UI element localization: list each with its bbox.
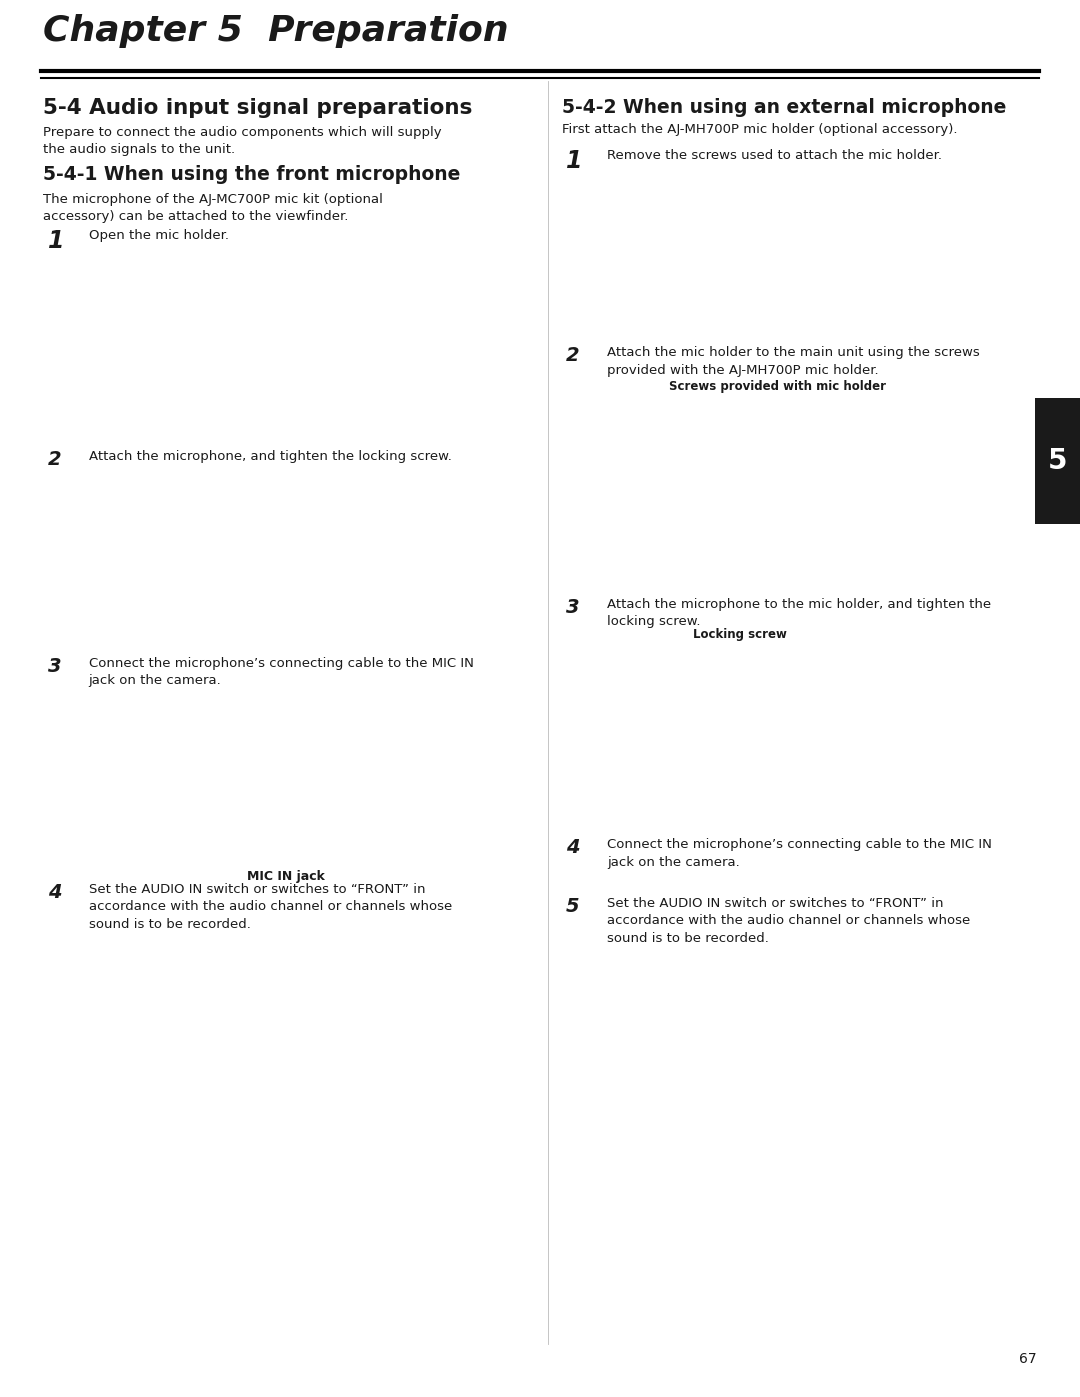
Text: 3: 3 [48,657,62,676]
Text: Set the AUDIO IN switch or switches to “FRONT” in
accordance with the audio chan: Set the AUDIO IN switch or switches to “… [89,883,451,930]
Text: Remove the screws used to attach the mic holder.: Remove the screws used to attach the mic… [607,149,942,162]
Text: 5-4-1 When using the front microphone: 5-4-1 When using the front microphone [43,165,460,184]
Text: 1: 1 [566,149,582,173]
Bar [1035,398,1080,524]
Text: MIC IN jack: MIC IN jack [247,870,325,883]
Text: Attach the microphone to the mic holder, and tighten the
locking screw.: Attach the microphone to the mic holder,… [607,598,991,629]
Text: 5-4 Audio input signal preparations: 5-4 Audio input signal preparations [43,98,473,117]
Text: Attach the microphone, and tighten the locking screw.: Attach the microphone, and tighten the l… [89,450,451,462]
Text: 4: 4 [566,838,580,858]
Text: Chapter 5  Preparation: Chapter 5 Preparation [43,14,509,49]
Text: 67: 67 [1020,1352,1037,1366]
Text: 1: 1 [48,229,64,253]
Text: 5: 5 [1048,447,1067,475]
Text: Attach the mic holder to the main unit using the screws
provided with the AJ-MH7: Attach the mic holder to the main unit u… [607,346,980,377]
Text: Set the AUDIO IN switch or switches to “FRONT” in
accordance with the audio chan: Set the AUDIO IN switch or switches to “… [607,897,970,944]
Text: Screws provided with mic holder: Screws provided with mic holder [670,380,886,393]
Text: The microphone of the AJ-MC700P mic kit (optional
accessory) can be attached to : The microphone of the AJ-MC700P mic kit … [43,193,383,224]
Text: 3: 3 [566,598,580,617]
Text: 2: 2 [48,450,62,469]
Text: 5: 5 [566,897,580,916]
Text: Connect the microphone’s connecting cable to the MIC IN
jack on the camera.: Connect the microphone’s connecting cabl… [89,657,473,687]
Text: First attach the AJ-MH700P mic holder (optional accessory).: First attach the AJ-MH700P mic holder (o… [562,123,957,136]
Text: 4: 4 [48,883,62,902]
Text: Prepare to connect the audio components which will supply
the audio signals to t: Prepare to connect the audio components … [43,126,442,156]
Text: 2: 2 [566,346,580,366]
Text: Locking screw: Locking screw [693,629,786,641]
Text: 5-4-2 When using an external microphone: 5-4-2 When using an external microphone [562,98,1005,117]
Text: Connect the microphone’s connecting cable to the MIC IN
jack on the camera.: Connect the microphone’s connecting cabl… [607,838,991,869]
Text: Open the mic holder.: Open the mic holder. [89,229,229,242]
